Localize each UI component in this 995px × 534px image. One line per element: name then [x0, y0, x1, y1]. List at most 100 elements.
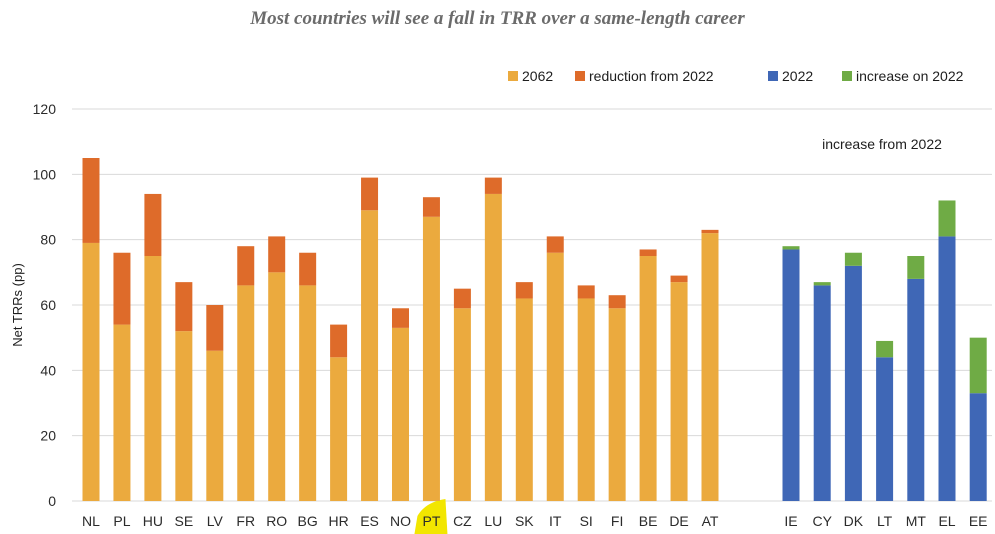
x-tick-label-at: AT	[702, 513, 719, 529]
increase-annotation: increase from 2022	[822, 136, 942, 152]
bar-hr-2062	[330, 357, 348, 501]
bar-si-2062	[577, 298, 595, 501]
y-tick-label-80: 80	[40, 232, 56, 248]
x-tick-label-bg: BG	[298, 513, 318, 529]
y-axis-label: Net TRRs (pp)	[10, 263, 25, 347]
bar-si-reduction-from-2022	[577, 285, 595, 299]
bar-de-2062	[670, 282, 688, 501]
bar-it-reduction-from-2022	[546, 236, 564, 253]
x-tick-label-hr: HR	[328, 513, 348, 529]
x-tick-label-nl: NL	[82, 513, 100, 529]
bar-cy-increase-on-2022	[813, 282, 831, 286]
bar-it-2062	[546, 252, 564, 501]
x-tick-label-fi: FI	[611, 513, 623, 529]
y-tick-label-100: 100	[33, 166, 57, 182]
x-tick-label-pt: PT	[423, 513, 441, 529]
x-tick-label-cy: CY	[812, 513, 832, 529]
bar-se-reduction-from-2022	[175, 282, 193, 332]
legend: 2062 reduction from 2022 2022 increase on 2…	[508, 68, 964, 84]
x-tick-label-it: IT	[549, 513, 562, 529]
x-tick-label-mt: MT	[906, 513, 927, 529]
y-tick-label-0: 0	[48, 493, 56, 509]
bar-bg-2062	[299, 285, 317, 501]
bar-lt-increase-on-2022	[876, 340, 894, 358]
bar-hu-reduction-from-2022	[144, 193, 162, 256]
x-tick-label-be: BE	[639, 513, 658, 529]
highlight-marker-pt	[414, 499, 448, 534]
x-tick-label-lt: LT	[877, 513, 893, 529]
x-tick-label-hu: HU	[143, 513, 163, 529]
legend-label-increase-on-2022: increase on 2022	[856, 68, 964, 84]
bar-pt-2062	[422, 216, 440, 502]
bar-fi-2062	[608, 308, 626, 501]
bar-ro-2062	[268, 272, 286, 501]
bar-be-2062	[639, 256, 657, 501]
legend-label-reduction-from-2022: reduction from 2022	[589, 68, 714, 84]
bar-mt-2022	[907, 278, 925, 501]
x-tick-label-es: ES	[360, 513, 379, 529]
y-tick-label-120: 120	[33, 101, 57, 117]
bar-lv-reduction-from-2022	[206, 305, 224, 351]
bar-be-reduction-from-2022	[639, 249, 657, 256]
bar-cy-2022	[813, 285, 831, 501]
bar-pl-reduction-from-2022	[113, 252, 131, 325]
bar-ee-2022	[969, 393, 987, 501]
x-tick-label-sk: SK	[515, 513, 534, 529]
x-tick-label-pl: PL	[113, 513, 130, 529]
bar-hr-reduction-from-2022	[330, 324, 348, 358]
bar-cz-reduction-from-2022	[453, 288, 471, 309]
bar-hu-2062	[144, 256, 162, 501]
bar-at-2062	[701, 233, 719, 501]
bar-fr-2062	[237, 285, 255, 501]
bar-el-2022	[938, 236, 956, 501]
bars	[82, 158, 987, 502]
bar-lu-2062	[484, 193, 502, 501]
bar-bg-reduction-from-2022	[299, 252, 317, 286]
bar-nl-2062	[82, 242, 100, 501]
bar-cz-2062	[453, 308, 471, 501]
bar-lt-2022	[876, 357, 894, 501]
legend-swatch-2022	[768, 71, 778, 81]
bar-sk-reduction-from-2022	[515, 282, 533, 299]
x-tick-label-ee: EE	[969, 513, 988, 529]
y-axis-ticks: 0 20 40 60 80 100 120	[33, 101, 57, 509]
bar-at-reduction-from-2022	[701, 229, 719, 234]
bar-ro-reduction-from-2022	[268, 236, 286, 273]
bar-es-2062	[361, 210, 379, 501]
bar-fi-reduction-from-2022	[608, 295, 626, 309]
x-tick-label-lu: LU	[484, 513, 502, 529]
bar-lu-reduction-from-2022	[484, 177, 502, 194]
x-tick-label-de: DE	[669, 513, 688, 529]
x-tick-label-si: SI	[580, 513, 593, 529]
x-tick-label-fr: FR	[236, 513, 255, 529]
legend-label-2062: 2062	[522, 68, 553, 84]
x-tick-label-el: EL	[938, 513, 955, 529]
y-tick-label-60: 60	[40, 297, 56, 313]
x-tick-label-lv: LV	[207, 513, 224, 529]
bar-lv-2062	[206, 350, 224, 501]
x-tick-label-ie: IE	[784, 513, 797, 529]
x-tick-label-dk: DK	[844, 513, 864, 529]
bar-dk-increase-on-2022	[844, 252, 862, 266]
bar-pl-2062	[113, 324, 131, 501]
bar-se-2062	[175, 331, 193, 501]
legend-label-2022: 2022	[782, 68, 813, 84]
bar-no-2062	[392, 327, 409, 501]
bar-dk-2022	[844, 265, 862, 501]
legend-swatch-2062	[508, 71, 518, 81]
bar-no-reduction-from-2022	[392, 308, 409, 328]
bar-es-reduction-from-2022	[361, 177, 379, 211]
highlight-layer	[414, 499, 448, 534]
legend-swatch-reduction-from-2022	[575, 71, 585, 81]
x-tick-label-no: NO	[390, 513, 411, 529]
x-tick-label-cz: CZ	[453, 513, 472, 529]
y-tick-label-20: 20	[40, 428, 56, 444]
y-tick-label-40: 40	[40, 362, 56, 378]
x-axis-ticks: NL PL HU SE LV FR RO BG HR ES NO PT CZ LU SK IT SI FI BE DE…	[82, 513, 987, 529]
bar-nl-reduction-from-2022	[82, 158, 100, 243]
x-tick-label-ro: RO	[266, 513, 287, 529]
bar-ie-increase-on-2022	[782, 246, 800, 250]
legend-swatch-increase-on-2022	[842, 71, 852, 81]
chart-title: Most countries will see a fall in TRR ov…	[250, 8, 745, 29]
